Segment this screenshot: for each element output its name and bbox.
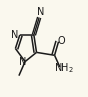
- Text: N: N: [11, 30, 19, 40]
- Text: N: N: [19, 57, 26, 67]
- Text: NH$_2$: NH$_2$: [54, 61, 74, 75]
- Text: O: O: [58, 36, 65, 46]
- Text: N: N: [37, 7, 44, 17]
